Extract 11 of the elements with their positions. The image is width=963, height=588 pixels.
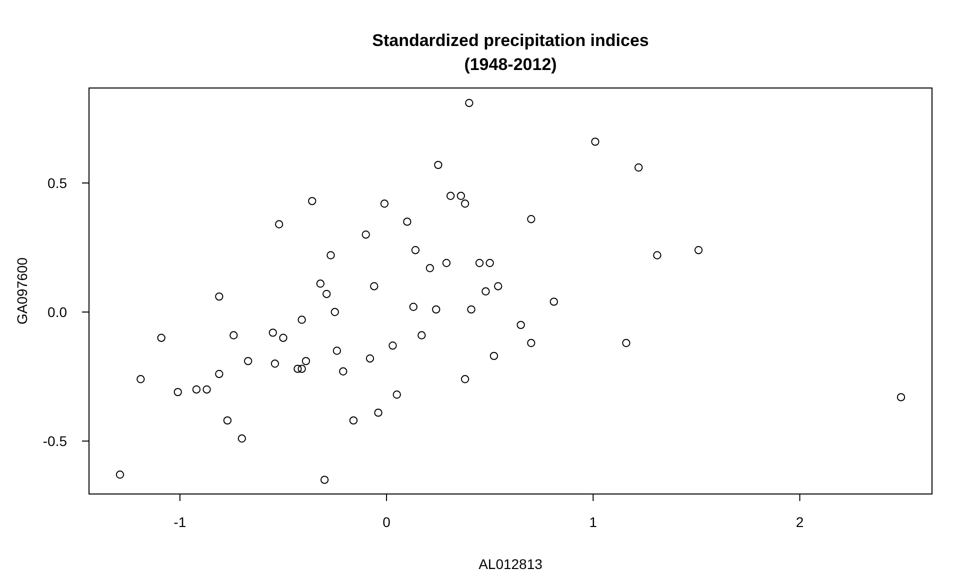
x-tick-label: 1	[589, 514, 598, 530]
x-tick-label: -1	[174, 514, 186, 530]
x-tick-label: 0	[382, 514, 391, 530]
y-tick-label: 0.5	[48, 174, 68, 191]
y-tick-label: -0.5	[42, 432, 68, 449]
y-tick-label: 0.0	[48, 304, 68, 320]
y-axis-title: GA097600	[14, 257, 30, 324]
x-axis-title: AL012813	[478, 556, 543, 572]
chart-title: Standardized precipitation indices	[372, 31, 649, 50]
x-tick-label: 2	[796, 514, 804, 530]
chart-subtitle: (1948-2012)	[464, 55, 557, 74]
